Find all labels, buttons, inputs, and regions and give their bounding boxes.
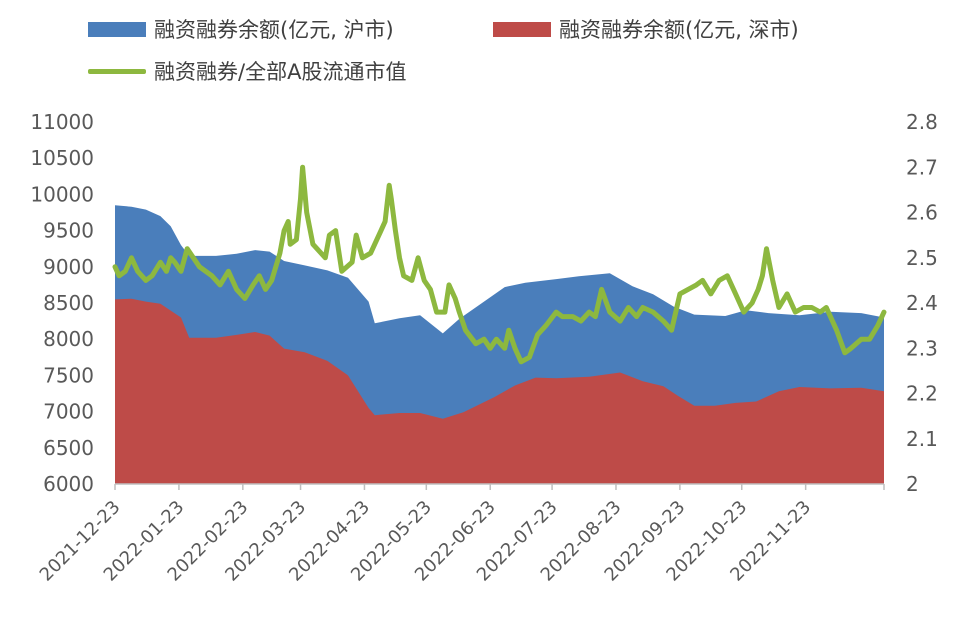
line-layer [112, 164, 887, 365]
y-left-tick-label: 8500 [43, 291, 94, 315]
y-right-tick-label: 2 [906, 472, 919, 496]
legend-swatch-sh [88, 21, 146, 37]
legend-label-sh: 融资融券余额(亿元, 沪市) [154, 18, 394, 42]
y-right-tick-label: 2.8 [906, 110, 938, 134]
legend-swatch-ratio [88, 68, 146, 74]
y-left-tick-label: 8000 [43, 327, 94, 351]
y-right-tick-label: 2.1 [906, 427, 938, 451]
legend-item-sh: 融资融券余额(亿元, 沪市) [88, 14, 394, 44]
legend-swatch-sz [493, 21, 551, 37]
y-left-tick-label: 11000 [30, 110, 94, 134]
legend-item-ratio: 融资融券/全部A股流通市值 [88, 56, 406, 86]
y-right-tick-label: 2.5 [906, 246, 938, 270]
area-sz [115, 298, 884, 484]
legend-label-sz: 融资融券余额(亿元, 深市) [559, 18, 799, 42]
y-left-tick-label: 10000 [30, 182, 94, 206]
ratio-line [112, 164, 887, 365]
y-left-tick-label: 7500 [43, 363, 94, 387]
y-left-tick-label: 9500 [43, 219, 94, 243]
y-left-tick-label: 7000 [43, 400, 94, 424]
legend-label-ratio: 融资融券/全部A股流通市值 [154, 60, 407, 84]
y-left-tick-label: 6000 [43, 472, 94, 496]
y-right-tick-label: 2.2 [906, 382, 938, 406]
y-left-tick-label: 10500 [30, 146, 94, 170]
y-left-tick-label: 6500 [43, 436, 94, 460]
y-right-tick-label: 2.3 [906, 336, 938, 360]
legend-item-sz: 融资融券余额(亿元, 深市) [493, 14, 799, 44]
y-right-tick-label: 2.6 [906, 201, 938, 225]
y-right-tick-label: 2.7 [906, 155, 938, 179]
y-right-tick-label: 2.4 [906, 291, 938, 315]
y-left-tick-label: 9000 [43, 255, 94, 279]
